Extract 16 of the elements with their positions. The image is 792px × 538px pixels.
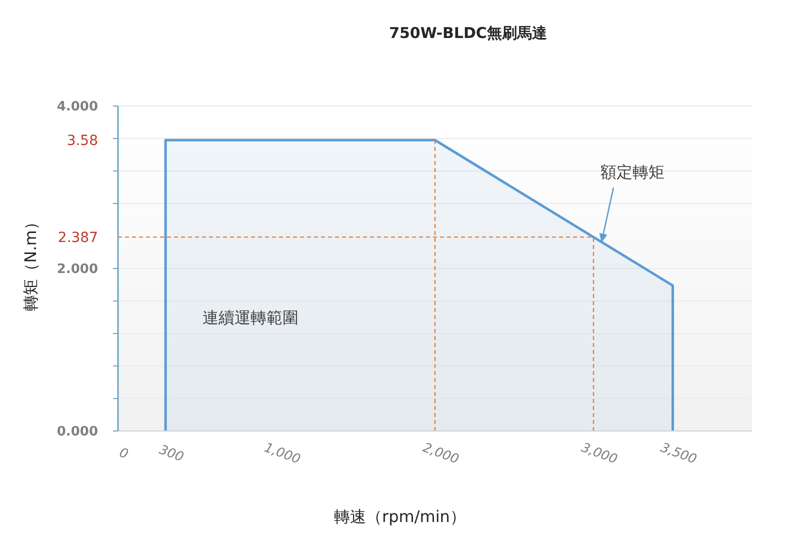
x-tick-label: 3,500	[658, 440, 698, 468]
x-tick-label: 2,000	[420, 440, 461, 468]
chart-title: 750W-BLDC無刷馬達	[389, 24, 548, 42]
y-axis-title: 轉矩（N.m）	[21, 214, 40, 311]
y-tick-label: 3.58	[66, 133, 98, 150]
annotation: 額定轉矩	[600, 162, 664, 182]
y-tick-label: 4.000	[56, 100, 98, 115]
y-tick-label: 2.000	[56, 262, 98, 278]
y-tick-label: 0.000	[56, 424, 98, 440]
annotation: 連續運轉範圍	[202, 308, 299, 327]
x-tick-label: 1,000	[262, 440, 302, 468]
x-axis-title: 轉速（rpm/min）	[334, 507, 466, 526]
x-tick-label: 300	[156, 442, 186, 466]
x-tick-label: 3,000	[579, 440, 620, 468]
x-tick-label: 0	[117, 446, 130, 462]
ref-line-label: 2.387	[58, 230, 98, 246]
